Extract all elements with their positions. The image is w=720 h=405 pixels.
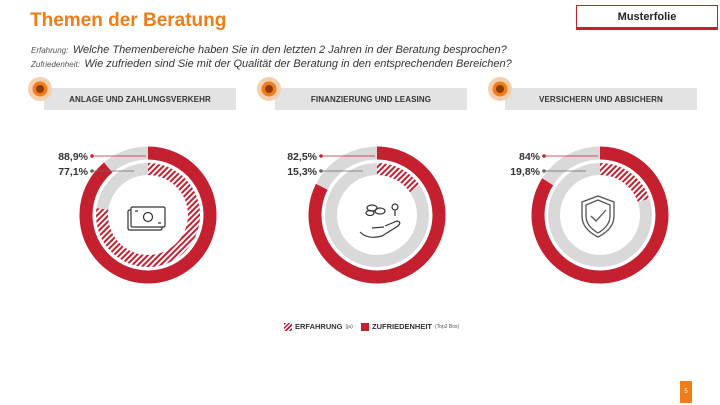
experience-arc-1 [96,163,200,267]
page-title: Themen der Beratung [30,10,227,31]
question-satisfaction-label: Zufriedenheit: [31,60,80,69]
tag-dot-2 [257,77,281,101]
satisfaction-leader-dot-2 [319,154,323,158]
experience-leader-dot-3 [542,169,546,173]
legend-experience-swatch [284,322,292,331]
satisfaction-label-3: 84% [519,151,541,163]
satisfaction-label-2: 82,5% [287,151,317,163]
sample-slide-badge: Musterfolie [576,5,718,30]
experience-leader-dot-1 [90,169,94,173]
question-satisfaction-text: Wie zufrieden sind Sie mit der Qualität … [84,58,512,70]
satisfaction-arc-2 [308,146,446,284]
legend-satisfaction-swatch [361,322,369,331]
experience-arc-3 [599,163,650,203]
experience-arc-2 [376,163,420,193]
tag-dot-1 [28,77,52,101]
experience-label-2: 15,3% [287,166,317,178]
satisfaction-leader-dot-1 [90,154,94,158]
experience-label-3: 19,8% [510,166,540,178]
legend-satisfaction-sub: (Top2 Box) [435,323,460,330]
experience-leader-dot-2 [319,169,323,173]
legend-satisfaction: ZUFRIEDENHEIT (Top2 Box) [361,322,459,331]
hand-coins-icon [359,203,401,238]
legend-experience-sub: (ja) [345,323,353,330]
category-tag-2: FINANZIERUNG UND LEASING [275,88,467,110]
money-bill-icon [127,206,166,231]
tag-dot-3 [488,77,512,101]
legend-experience: ERFAHRUNG (ja) [284,322,353,331]
satisfaction-arc-3 [531,146,669,284]
legend-experience-label: ERFAHRUNG [295,322,343,331]
shield-check-icon [581,195,615,238]
question-experience: Erfahrung: Welche Themenbereiche haben S… [31,40,507,58]
page-number: 5 [680,381,692,403]
experience-label-1: 77,1% [58,166,88,178]
legend-satisfaction-label: ZUFRIEDENHEIT [372,322,432,331]
satisfaction-arc-1 [79,146,217,284]
question-satisfaction: Zufriedenheit: Wie zufrieden sind Sie mi… [31,54,512,72]
satisfaction-leader-dot-3 [542,154,546,158]
satisfaction-label-1: 88,9% [58,151,88,163]
category-tag-3: VERSICHERN UND ABSICHERN [505,88,697,110]
category-tag-1: ANLAGE UND ZAHLUNGSVERKEHR [44,88,236,110]
question-experience-text: Welche Themenbereiche haben Sie in den l… [72,44,507,56]
question-experience-label: Erfahrung: [31,46,69,55]
